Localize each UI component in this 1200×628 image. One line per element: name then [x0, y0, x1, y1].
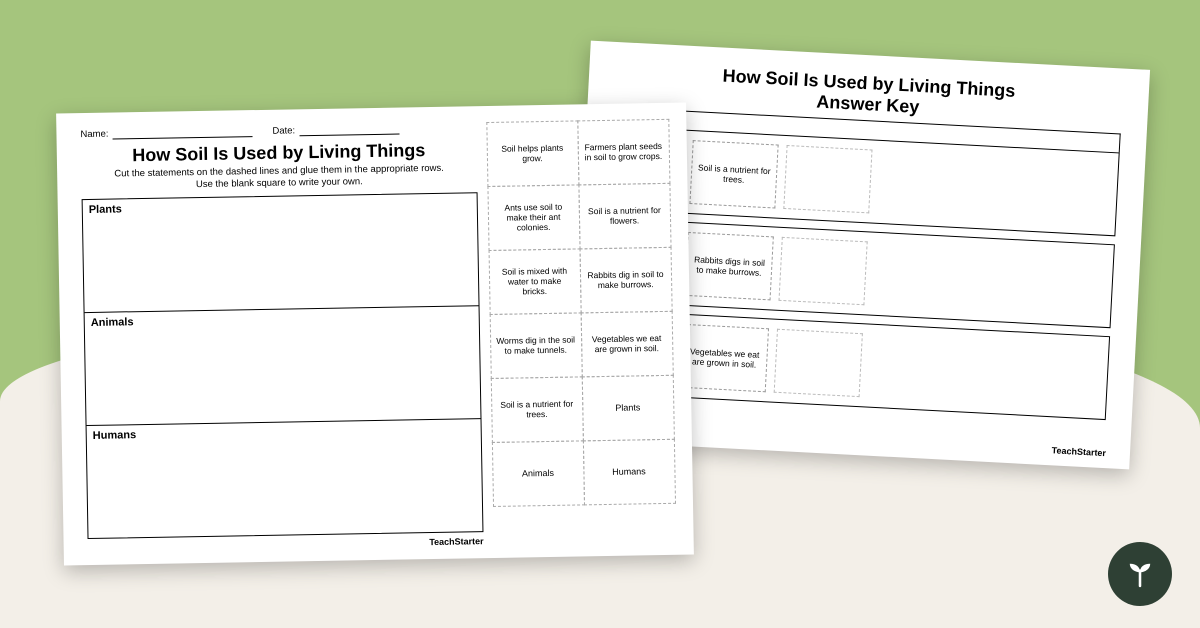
cut-card-label: Humans	[582, 438, 675, 505]
date-label: Date:	[272, 125, 295, 136]
ak-card-blank	[783, 145, 872, 213]
cut-card: Soil is a nutrient for flowers.	[578, 182, 671, 249]
cut-card: Worms dig in the soil to make tunnels.	[489, 312, 582, 379]
cut-card: Farmers plant seeds in soil to grow crop…	[577, 118, 670, 185]
cut-card: Ants use soil to make their ant colonies…	[487, 184, 580, 251]
name-field: Name:	[80, 126, 252, 140]
worksheet-cut-panel: Soil helps plants grow. Farmers plant se…	[486, 119, 675, 546]
cut-card: Soil helps plants grow.	[486, 120, 579, 187]
cut-card: Rabbits dig in soil to make burrows.	[579, 246, 672, 313]
brand-logo-badge	[1108, 542, 1172, 606]
worksheet-table: Plants Animals Humans	[82, 192, 484, 539]
table-row-humans: Humans	[87, 419, 483, 538]
worksheet-left: Name: Date: How Soil Is Used by Living T…	[80, 122, 483, 553]
cut-card: Vegetables we eat are grown in soil.	[580, 310, 673, 377]
ak-card: Vegetables we eat are grown in soil.	[680, 324, 769, 392]
cut-card: Soil is a nutrient for trees.	[490, 376, 583, 443]
table-row-plants: Plants	[83, 193, 479, 313]
cut-card: Soil is mixed with water to make bricks.	[488, 248, 581, 315]
cut-card-label: Animals	[491, 440, 584, 507]
worksheet-footer-brand: TeachStarter	[88, 536, 484, 553]
ak-card: Rabbits digs in soil to make burrows.	[685, 232, 774, 300]
date-underline	[299, 134, 399, 137]
ak-footer-brand: TeachStarter	[1051, 445, 1106, 458]
ak-card-blank	[778, 237, 867, 305]
worksheet-sheet: Name: Date: How Soil Is Used by Living T…	[56, 103, 694, 566]
name-label: Name:	[80, 129, 108, 140]
sprout-icon	[1123, 557, 1157, 591]
cut-card-label: Plants	[581, 374, 674, 441]
cut-grid: Soil helps plants grow. Farmers plant se…	[486, 119, 675, 506]
ak-card: Soil is a nutrient for trees.	[689, 140, 778, 208]
ak-card-blank	[774, 329, 863, 397]
date-field: Date:	[272, 124, 399, 137]
name-underline	[113, 136, 253, 139]
worksheet-subtitle: Cut the statements on the dashed lines a…	[81, 162, 477, 193]
table-row-animals: Animals	[85, 306, 481, 426]
worksheet-header: Name: Date:	[80, 122, 476, 140]
